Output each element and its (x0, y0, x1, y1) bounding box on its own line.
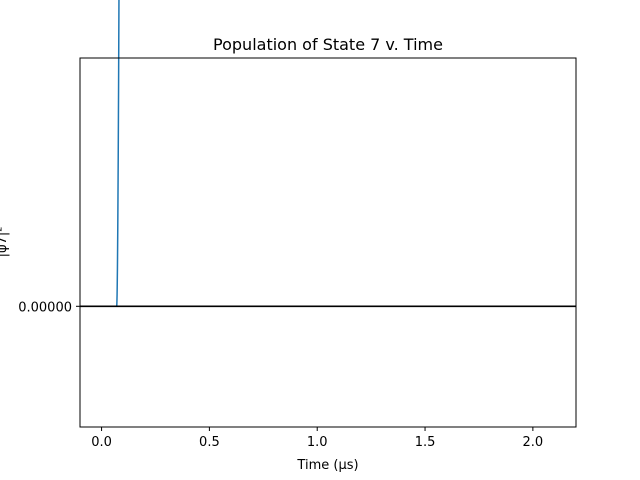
x-tick-label: 0.5 (199, 435, 220, 450)
chart-title: Population of State 7 v. Time (213, 35, 443, 54)
plot-area (79, 0, 577, 428)
y-tick-label: 0.00000 (18, 300, 72, 315)
y-axis: 0.000000.000010.000020.000030.000040.000… (18, 300, 80, 315)
x-tick-label: 2.0 (523, 435, 544, 450)
y-axis-label: |ψ7|² (0, 227, 10, 258)
x-tick-label: 1.0 (307, 435, 328, 450)
x-tick-label: 1.5 (415, 435, 436, 450)
x-axis: 0.0 0.5 1.0 1.5 2.0 (91, 427, 543, 450)
x-tick-label: 0.0 (91, 435, 112, 450)
x-axis-label: Time (μs) (296, 458, 358, 473)
plot-frame (79, 57, 577, 428)
